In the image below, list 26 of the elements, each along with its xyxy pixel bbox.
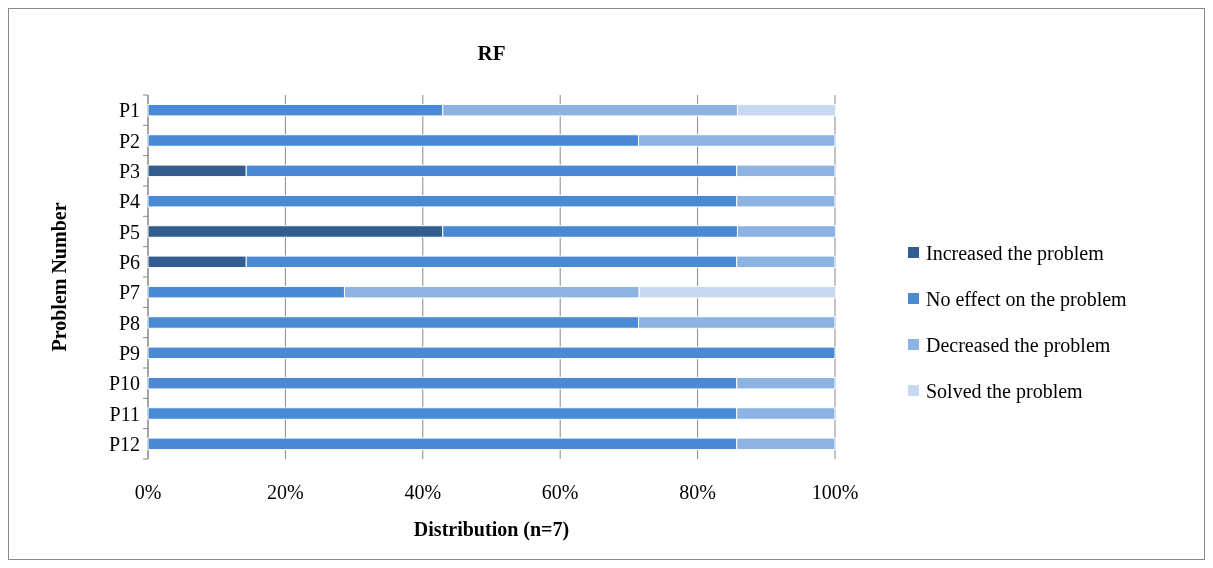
y-tick-label: P1 bbox=[118, 99, 140, 122]
y-tick-label: P10 bbox=[108, 372, 140, 395]
y-tick-label: P6 bbox=[118, 250, 140, 273]
x-tick-label: 40% bbox=[404, 481, 442, 503]
chart-title: RF bbox=[477, 41, 506, 65]
legend-label: Increased the problem bbox=[926, 242, 1105, 265]
x-tick-label: 100% bbox=[811, 481, 859, 503]
x-tick-label: 60% bbox=[541, 481, 579, 503]
x-axis-title: Distribution (n=7) bbox=[413, 518, 570, 541]
y-tick-label: P5 bbox=[118, 220, 140, 243]
legend-label: No effect on the problem bbox=[926, 288, 1128, 311]
y-tick-label: P12 bbox=[108, 432, 140, 455]
y-tick-label: P7 bbox=[118, 281, 140, 304]
legend-label: Decreased the problem bbox=[926, 334, 1111, 357]
y-tick-label: P11 bbox=[109, 402, 140, 425]
bar bbox=[147, 346, 836, 360]
y-tick-label: P3 bbox=[118, 159, 140, 182]
x-tick-label: 0% bbox=[134, 481, 162, 503]
legend-label: Solved the problem bbox=[926, 380, 1084, 403]
y-tick-label: P4 bbox=[118, 190, 140, 213]
x-tick-label: 80% bbox=[679, 481, 716, 503]
y-tick-label: P8 bbox=[118, 311, 140, 334]
y-tick-label: P9 bbox=[118, 341, 140, 364]
x-tick-label: 20% bbox=[267, 481, 304, 503]
y-tick-label: P2 bbox=[118, 129, 140, 152]
y-axis-title: Problem Number bbox=[48, 202, 70, 352]
